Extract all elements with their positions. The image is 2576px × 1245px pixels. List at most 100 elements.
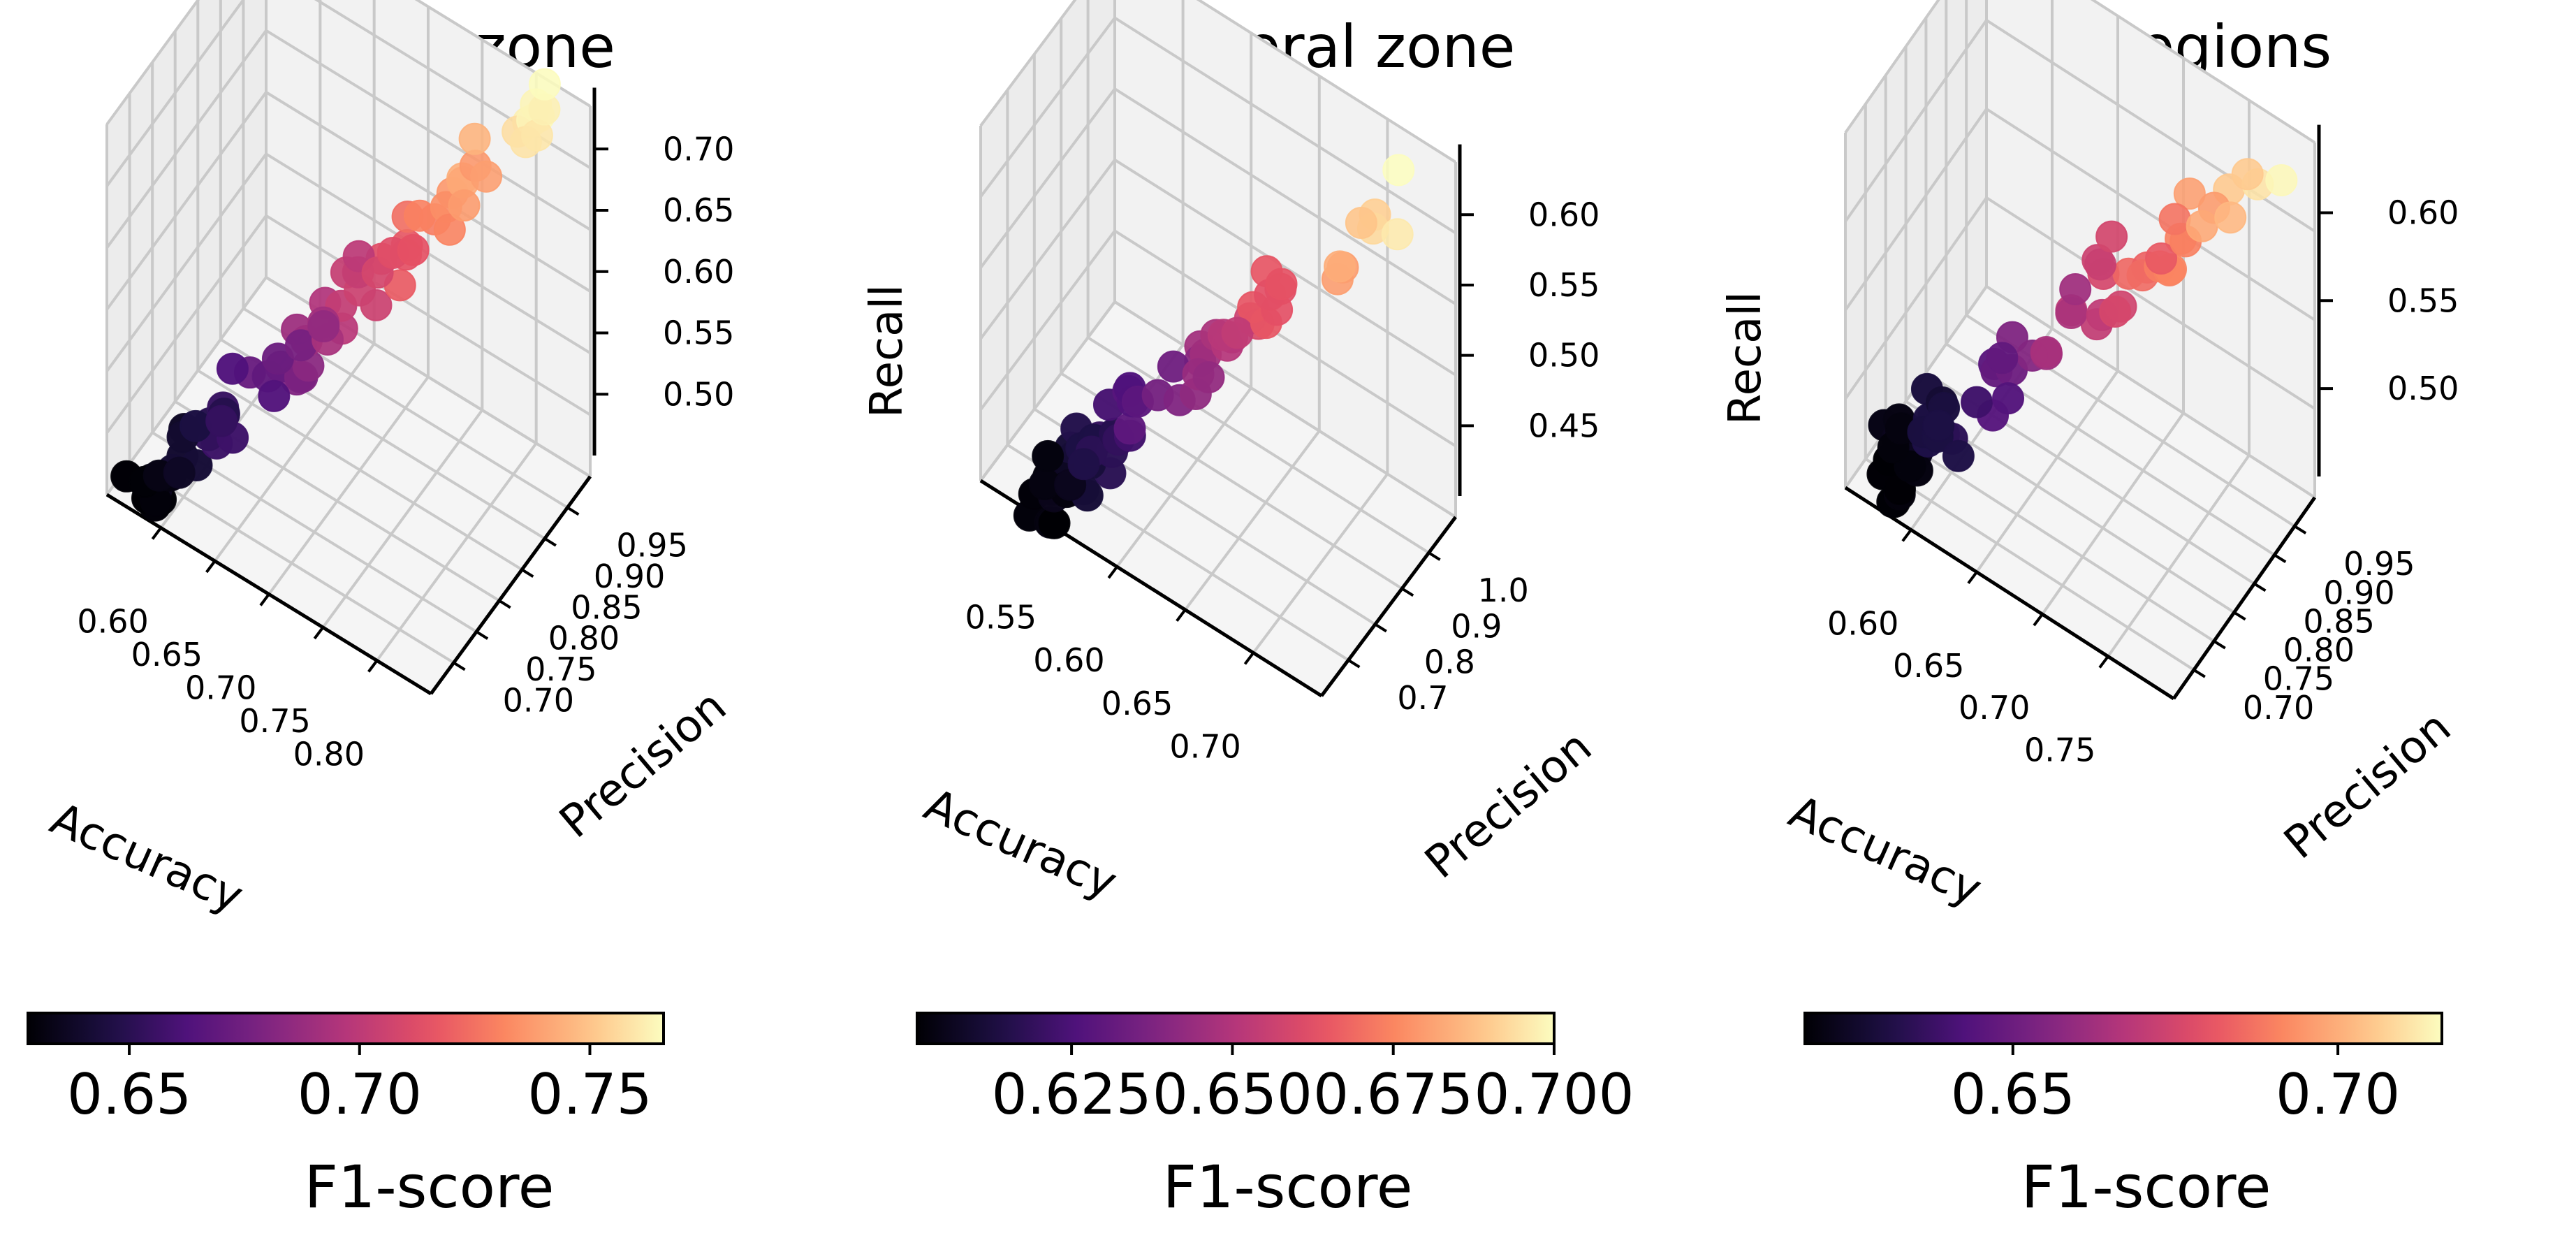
x-tick-label: 0.55 [965,599,1037,636]
y-tick-mark [1374,622,1387,633]
z-tick-label: 0.50 [2387,370,2459,407]
plot-svg: 0.60 0.65 0.70 0.75 0.800.700.750.800.850.90… [27,0,736,1127]
y-axis-label: Precision [550,680,736,848]
grid-line [1864,458,2195,671]
x-tick-label: 0.60 [1827,604,1898,642]
z-ticks: 0.50 0.55 0.60 [2319,194,2459,407]
grid-line [1885,429,2215,643]
x-axis-label: Accuracy [1781,786,1989,916]
y-tick-label: 0.90 [2323,574,2394,611]
y-tick-label: 0.9 [1451,607,1502,645]
scatter-point [1382,154,1415,187]
z-tick-label: 0.50 [663,375,734,413]
scatter-point [2186,210,2218,242]
colorbar-ticks: 0.65 0.70 0.75 [67,1044,652,1127]
scatter-point [1067,448,1100,481]
colorbar-tick-label: 0.700 [1474,1062,1634,1127]
x-tick-mark [1176,609,1187,622]
y-tick-mark [2213,640,2226,650]
colorbar [916,1012,1556,1045]
scatter-point [2030,336,2063,369]
x-tick-label: 0.70 [1959,689,2030,727]
z-tick-label: 0.60 [2387,194,2459,231]
scatter-point [470,160,503,193]
y-tick-label: 0.95 [2343,545,2415,583]
colorbar [27,1012,665,1045]
scatter-point [2265,164,2298,197]
z-tick-label: 0.55 [1528,266,1600,304]
y-tick-mark [498,599,511,609]
colorbar-tick-label: 0.75 [527,1062,652,1127]
x-tick-label: 0.60 [1033,641,1104,679]
grid-line [105,152,592,372]
x-tick-label: 0.75 [2024,731,2095,769]
y-tick-label: 0.85 [571,588,642,626]
scatter-point [2084,248,2117,281]
y-tick-mark [1347,659,1361,669]
colorbar-tick-label: 0.70 [298,1062,422,1127]
z-tick-label: 0.65 [663,191,734,229]
scatter-point [2231,158,2264,191]
grid-line [197,369,523,571]
z-tick-label: 0.45 [1528,407,1600,444]
scatter-point [1192,361,1225,394]
y-tick-label: 0.8 [1424,643,1475,681]
grid-line [1844,107,2316,321]
grid-line [1975,370,2119,573]
colorbar-tick-label: 0.65 [1951,1062,2075,1127]
x-tick-mark [151,527,162,540]
scatter-point [2214,201,2247,234]
grid-line [1844,18,2316,233]
y-tick-mark [453,661,466,671]
y-tick-mark [521,568,534,578]
y-tick-mark [2274,553,2287,563]
y-tick-label: 0.95 [616,526,687,564]
y-tick-label: 0.75 [2263,660,2334,698]
scatter-point [1986,342,2019,374]
colorbar-tick-label: 0.650 [1152,1062,1312,1127]
scatter-point [1992,382,2025,415]
x-tick-label: 0.75 [239,702,310,740]
panel-peripheral-zone: Peripheral zone 0.55 0.60 0.65 0.70 0.7 0.8 0.… [858,0,1717,1245]
z-tick-label: 0.55 [2387,282,2459,319]
colorbar-ticks: 0.65 0.70 [1951,1044,2400,1127]
scatter-point [1942,439,1975,472]
colorbar-tick-label: 0.625 [992,1062,1152,1127]
x-axis-line [1844,486,2175,701]
y-tick-mark [2193,669,2206,678]
scatter-point [1324,250,1356,283]
x-tick-mark [1243,652,1255,665]
grid-line [376,442,538,662]
scatter-points [1013,154,1415,539]
grid-line [105,213,592,434]
x-tick-mark [1967,571,1978,584]
x-tick-mark [367,660,379,673]
y-axis-line [2172,496,2317,700]
y-axis-label: Precision [1416,721,1602,889]
colorbar-label: F1-score [304,1153,555,1221]
z-tick-label: 0.60 [1528,196,1600,233]
scatter-point [2099,295,2132,328]
plot-svg: 0.600.650.700.750.700.750.800.850.900.95… [1720,0,2461,1127]
x-axis-label: Accuracy [916,779,1124,909]
scatter-point [1032,439,1064,472]
grid-line [105,275,592,496]
scatter-point [528,68,561,101]
grid-line [129,462,455,664]
grid-line [1252,473,1389,654]
scatter-point [1113,412,1146,445]
z-tick-label: 0.60 [663,253,734,291]
z-ticks: 0.45 0.50 0.55 0.60 [1460,196,1600,444]
y-tick-label: 0.80 [548,620,620,657]
grid-line [979,228,1457,448]
y-ticks: 0.70.80.91.0 [1347,551,1529,717]
grid-line [2041,412,2185,616]
y-ticks: 0.700.750.800.850.900.95 [453,506,688,720]
x-tick-mark [2033,613,2044,627]
colorbar-label: F1-score [2021,1153,2271,1221]
z-tick-label: 0.50 [1528,337,1600,374]
grid-line [979,300,1457,518]
scatter-point [1922,409,1955,442]
scatter-point [1345,207,1377,240]
grid-line [1184,430,1321,611]
